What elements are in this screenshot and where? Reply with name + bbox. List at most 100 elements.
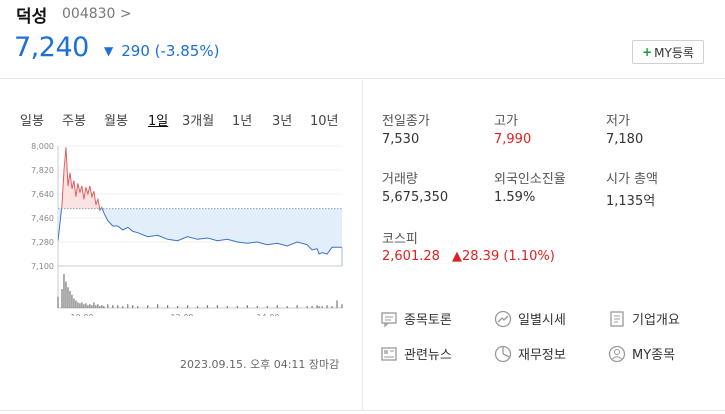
y-tick-label: 7,460 <box>31 214 54 223</box>
volume-bar <box>216 305 219 308</box>
high-label: 고가 <box>494 114 518 129</box>
kospi-value: 2,601.28 <box>382 249 440 264</box>
news-icon <box>381 346 397 361</box>
link-discussion[interactable]: 종목토론 <box>380 309 452 328</box>
tab-monthly[interactable]: 월봉 <box>104 114 128 129</box>
y-tick-label: 7,100 <box>31 262 54 271</box>
volume-bar <box>69 291 71 308</box>
volume-bar <box>147 305 149 308</box>
volume-bar <box>91 305 93 308</box>
volume-bar <box>71 294 73 308</box>
document-icon <box>610 310 624 327</box>
volume-bar <box>157 304 159 308</box>
tab-1day[interactable]: 1일 <box>148 114 169 129</box>
link-my-stocks[interactable]: MY종목 <box>608 344 675 363</box>
tab-1year[interactable]: 1년 <box>232 114 253 129</box>
low-value: 7,180 <box>606 132 644 147</box>
volume-bar <box>276 305 278 308</box>
intraday-chart: 8,000 7,820 7,640 7,460 7,280 7,100 10:00 12:0… <box>31 142 343 316</box>
volume-bar <box>122 306 124 308</box>
plus-icon: + <box>642 45 653 59</box>
divider <box>362 80 363 410</box>
kospi-change-amount: ▲28.39 <box>452 249 500 264</box>
volume-bar <box>99 306 101 308</box>
down-triangle-icon: ▼ <box>104 44 114 58</box>
x-tick-label: 10:00 <box>70 313 93 316</box>
volume-bar <box>83 304 85 308</box>
y-tick-label: 8,000 <box>31 142 54 151</box>
tab-daily[interactable]: 일봉 <box>20 114 44 129</box>
link-related-news[interactable]: 관련뉴스 <box>380 344 452 363</box>
my-register-button[interactable]: + MY등록 <box>632 40 704 64</box>
kospi-change: ▲28.39 (1.10%) <box>452 249 555 264</box>
volume-bar <box>176 306 179 308</box>
current-price: 7,240 <box>14 32 89 63</box>
volume-bar <box>63 274 65 308</box>
trend-icon <box>494 310 512 327</box>
volume-bar <box>75 300 77 308</box>
tab-3month[interactable]: 3개월 <box>182 114 215 129</box>
volume-bar <box>65 281 67 308</box>
link-label: 관련뉴스 <box>404 348 452 363</box>
y-tick-label: 7,640 <box>31 190 54 199</box>
volume-bar <box>326 305 328 308</box>
volume-bar <box>296 305 298 308</box>
chat-icon <box>381 311 397 328</box>
y-tick-label: 7,820 <box>31 166 54 175</box>
tab-3year[interactable]: 3년 <box>272 114 293 129</box>
stock-code-link[interactable]: 004830 > <box>62 6 132 22</box>
volume-bar <box>81 302 83 308</box>
market-cap-label: 시가 총액 <box>606 172 658 187</box>
volume-bar <box>67 287 69 308</box>
y-tick-label: 7,280 <box>31 238 54 247</box>
volume-bar <box>186 305 189 308</box>
volume-bar <box>226 306 229 308</box>
volume-bar <box>93 302 95 308</box>
change-percent: (-3.85%) <box>154 42 220 60</box>
volume-bar <box>97 304 99 308</box>
tab-10year[interactable]: 10년 <box>310 114 339 129</box>
volume-bar <box>87 305 89 308</box>
link-company-overview[interactable]: 기업개요 <box>608 309 680 328</box>
volume-bar <box>321 306 323 308</box>
volume-bar <box>316 305 318 308</box>
link-label: 기업개요 <box>632 313 680 328</box>
x-tick-label: 12:00 <box>170 313 193 316</box>
prev-close-label: 전일종가 <box>382 114 430 129</box>
volume-bar <box>127 304 129 308</box>
price-line-down <box>58 208 342 255</box>
divider <box>0 410 725 411</box>
volume-bar <box>103 306 105 308</box>
volume-bar <box>318 306 320 308</box>
volume-bar <box>167 305 169 308</box>
volume-bar <box>107 304 109 308</box>
volume-bar <box>336 300 338 308</box>
update-timestamp: 2023.09.15. 오후 04:11 장마감 <box>180 358 340 371</box>
volume-bar <box>77 302 79 308</box>
my-register-label: MY등록 <box>654 45 694 60</box>
high-value: 7,990 <box>494 132 532 147</box>
volume-bar <box>236 306 238 308</box>
volume-bar <box>246 305 248 308</box>
link-daily-price[interactable]: 일별시세 <box>494 309 566 328</box>
volume-bar <box>341 304 343 308</box>
kospi-change-percent: (1.10%) <box>503 249 555 264</box>
tab-weekly[interactable]: 주봉 <box>62 114 86 129</box>
volume-value: 5,675,350 <box>382 190 449 205</box>
volume-bar <box>95 305 97 308</box>
volume-bar <box>206 305 209 308</box>
link-label: 종목토론 <box>404 313 452 328</box>
low-label: 저가 <box>606 114 630 129</box>
foreign-ratio-label: 외국인소진율 <box>494 172 566 187</box>
volume-bar <box>85 303 87 308</box>
volume-bar <box>286 306 288 308</box>
volume-bar <box>137 306 139 308</box>
volume-bar <box>73 298 75 308</box>
volume-bar <box>112 305 114 308</box>
volume-bar <box>196 306 199 308</box>
link-financials[interactable]: 재무정보 <box>494 344 566 363</box>
market-cap-value: 1,135억 <box>606 194 656 209</box>
volume-bar <box>61 289 63 308</box>
user-icon <box>608 345 626 362</box>
pie-icon <box>494 345 512 362</box>
